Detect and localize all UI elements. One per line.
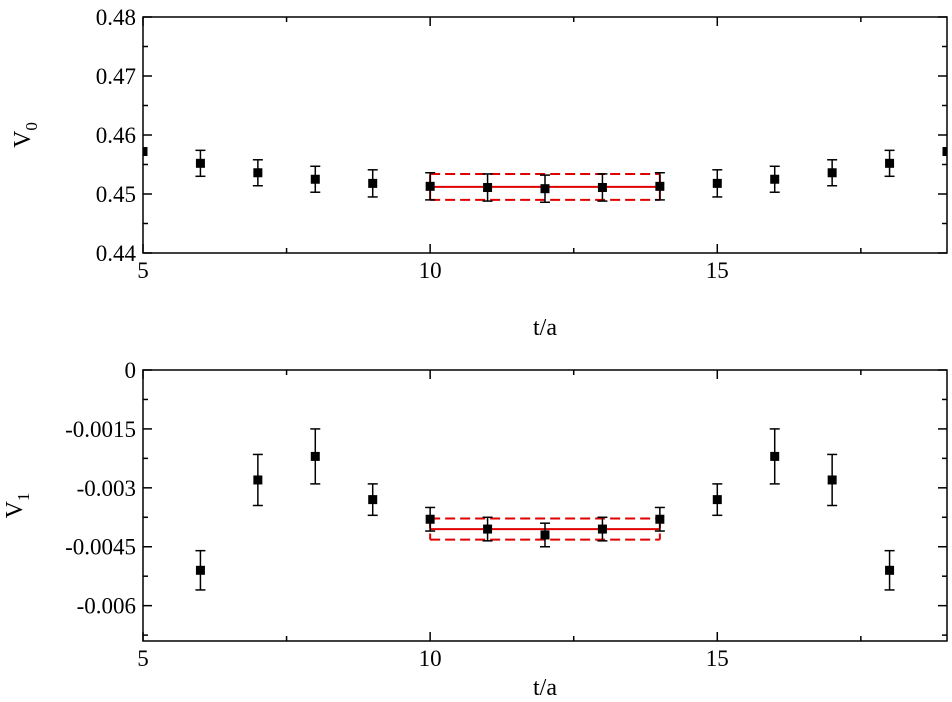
- data-point: [597, 183, 607, 193]
- data-point: [712, 178, 722, 188]
- data-point: [770, 451, 780, 461]
- y-axis-label: V1: [2, 493, 33, 519]
- y-tick-label: -0.003: [77, 476, 136, 501]
- y-axis-label-subscript: 0: [22, 122, 41, 131]
- data-point: [597, 524, 607, 534]
- x-tick-label: 10: [419, 258, 442, 283]
- data-point: [483, 524, 493, 534]
- y-tick-label: -0.006: [77, 594, 136, 619]
- y-axis-label-main: V: [10, 130, 36, 148]
- x-axis-label: t/a: [533, 315, 557, 341]
- plot-frame: [142, 16, 948, 254]
- data-point: [195, 565, 205, 575]
- data-point: [712, 495, 722, 505]
- v0-panel: 5 10 15 0.44 0.45 0.46 0.47 0.48 t/a V0: [10, 5, 948, 341]
- data-point: [310, 451, 320, 461]
- data-point: [827, 475, 837, 485]
- data-point: [253, 168, 263, 178]
- y-tick-label: 0.48: [96, 5, 136, 30]
- plot-frame: [142, 369, 948, 642]
- y-axis-label-subscript: 1: [14, 493, 33, 502]
- y-tick-label: 0.46: [96, 123, 136, 148]
- data-point: [827, 168, 837, 178]
- data-point: [143, 147, 148, 157]
- data-point: [425, 514, 435, 524]
- y-tick-label: 0.44: [96, 241, 137, 266]
- x-tick-label: 5: [137, 646, 149, 671]
- data-point: [310, 174, 320, 184]
- y-tick-label: -0.0045: [65, 535, 136, 560]
- x-axis-label: t/a: [533, 675, 557, 701]
- data-point: [655, 514, 665, 524]
- x-tick-label: 5: [137, 258, 149, 283]
- data-point: [540, 184, 550, 194]
- plot-area: [143, 147, 947, 204]
- data-point: [483, 183, 493, 193]
- x-tick-label: 10: [419, 646, 442, 671]
- data-point: [368, 178, 378, 188]
- data-point: [655, 181, 665, 191]
- y-axis-label: V0: [10, 122, 41, 148]
- y-tick-label: -0.0015: [65, 417, 136, 442]
- x-tick-label: 15: [706, 258, 729, 283]
- data-point: [885, 158, 895, 168]
- x-tick-label: 15: [706, 646, 729, 671]
- plot-area: [195, 428, 895, 591]
- y-tick-label: 0.47: [96, 64, 136, 89]
- data-point: [368, 495, 378, 505]
- data-point: [253, 475, 263, 485]
- v1-panel: 5 10 15 0 -0.0015 -0.003 -0.0045 -0.006 t/a V1: [2, 358, 948, 701]
- data-point: [195, 158, 205, 168]
- data-point: [425, 181, 435, 191]
- data-point: [885, 565, 895, 575]
- data-point: [770, 174, 780, 184]
- data-point: [942, 147, 947, 157]
- y-tick-label: 0.45: [96, 182, 136, 207]
- y-axis-label-main: V: [2, 500, 28, 518]
- y-tick-label: 0: [125, 358, 137, 383]
- data-point: [540, 530, 550, 540]
